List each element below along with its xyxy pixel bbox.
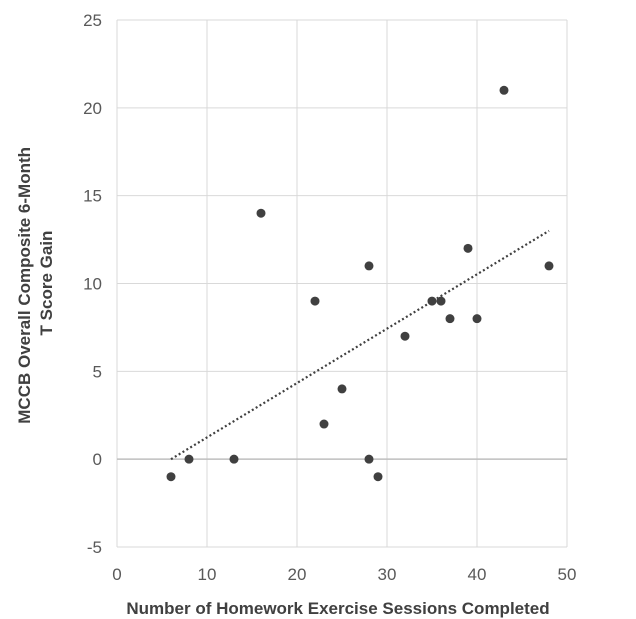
data-point (364, 261, 374, 271)
y-tick-label: 5 (93, 362, 102, 381)
data-point (364, 454, 374, 464)
data-point (400, 331, 410, 341)
data-point (319, 419, 329, 429)
y-tick-label: 20 (83, 99, 102, 118)
x-tick-label: 30 (378, 565, 397, 584)
data-point (310, 296, 320, 306)
x-tick-label: 40 (468, 565, 487, 584)
data-point (256, 208, 266, 218)
x-tick-label: 20 (288, 565, 307, 584)
data-point (445, 314, 455, 324)
trendline (170, 229, 550, 461)
data-point (463, 243, 473, 253)
y-tick-label: -5 (87, 538, 102, 557)
y-axis-title-line-1: MCCB Overall Composite 6-Month (15, 147, 34, 424)
x-axis-title: Number of Homework Exercise Sessions Com… (126, 599, 549, 618)
data-point (544, 261, 554, 271)
y-axis-title-line-2: T Score Gain (37, 231, 56, 336)
y-axis-title: MCCB Overall Composite 6-Month T Score G… (15, 142, 56, 423)
data-point (337, 384, 347, 394)
data-point (499, 85, 509, 95)
y-tick-label: 25 (83, 11, 102, 30)
data-point (427, 296, 437, 306)
data-point (166, 472, 176, 482)
data-point (436, 296, 446, 306)
data-point (472, 314, 482, 324)
y-tick-label: 0 (93, 450, 102, 469)
x-tick-label: 10 (198, 565, 217, 584)
data-point (373, 472, 383, 482)
data-points (166, 85, 554, 482)
x-tick-label: 50 (558, 565, 577, 584)
y-tick-label: 10 (83, 275, 102, 294)
x-tick-label: 0 (112, 565, 121, 584)
y-tick-labels: -5 0 5 10 15 20 25 (83, 11, 102, 557)
x-tick-labels: 0 10 20 30 40 50 (112, 565, 576, 584)
grid-lines (116, 19, 568, 548)
data-point (184, 454, 194, 464)
y-tick-label: 15 (83, 187, 102, 206)
data-point (229, 454, 239, 464)
